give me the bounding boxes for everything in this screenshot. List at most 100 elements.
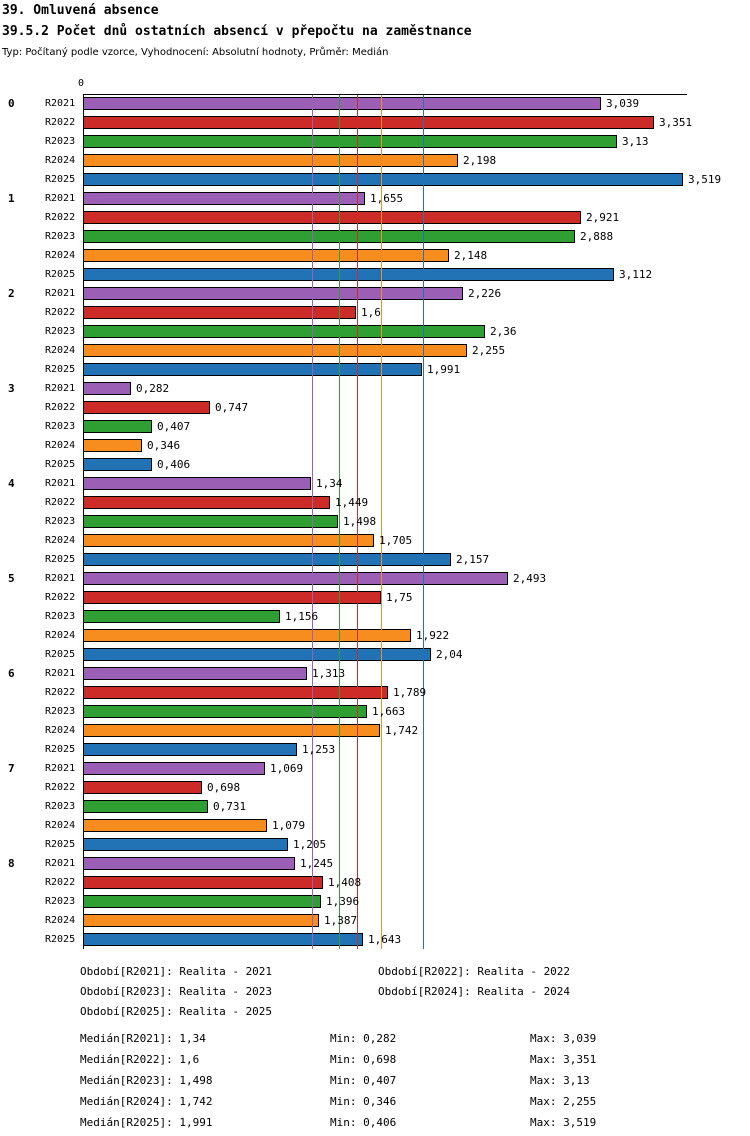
bar-track: 0,282 — [83, 379, 689, 398]
chart-row: R2025 2,04 — [8, 645, 698, 664]
chart-row: R2023 1,396 — [8, 892, 698, 911]
bar-track: 1,079 — [83, 816, 689, 835]
bar-track: 2,493 — [83, 569, 689, 588]
bar — [83, 534, 374, 547]
series-label: R2024 — [45, 345, 76, 356]
series-label: R2025 — [45, 744, 76, 755]
axis-zero-label: 0 — [78, 78, 85, 89]
chart-row: R2022 1,408 — [8, 873, 698, 892]
bar-value-label: 1,742 — [385, 724, 419, 737]
series-label: R2022 — [45, 117, 76, 128]
bar-value-label: 1,789 — [393, 686, 427, 699]
group-label: 3 — [8, 382, 15, 395]
bar-track: 1,75 — [83, 588, 689, 607]
chart-row: 8 R2021 1,245 — [8, 854, 698, 873]
bar — [83, 268, 614, 281]
chart-row: R2024 2,198 — [8, 151, 698, 170]
legend-grid: Období[R2021]: Realita - 2021 Období[R202… — [80, 965, 750, 1018]
bar-value-label: 2,04 — [436, 648, 463, 661]
series-label: R2025 — [45, 364, 76, 375]
bar — [83, 439, 142, 452]
bar — [83, 819, 267, 832]
bar-track: 0,731 — [83, 797, 689, 816]
bar-track: 1,156 — [83, 607, 689, 626]
stat-min: Min: 0,698 — [330, 1053, 397, 1066]
bar — [83, 553, 451, 566]
series-label: R2022 — [45, 402, 76, 413]
stat-median: Medián[R2022]: 1,6 — [80, 1053, 200, 1066]
bar-value-label: 1,253 — [302, 743, 336, 756]
bar-value-label: 3,351 — [659, 116, 693, 129]
chart-row: R2022 3,351 — [8, 113, 698, 132]
series-label: R2023 — [45, 421, 76, 432]
bar — [83, 306, 356, 319]
bar-value-label: 0,407 — [157, 420, 191, 433]
bar-value-label: 0,731 — [213, 800, 247, 813]
bar — [83, 192, 365, 205]
chart-row: R2024 1,742 — [8, 721, 698, 740]
chart-row: R2023 1,498 — [8, 512, 698, 531]
bar — [83, 230, 575, 243]
bar-value-label: 1,922 — [416, 629, 450, 642]
series-label: R2024 — [45, 630, 76, 641]
bar — [83, 363, 422, 376]
legend-entry: Období[R2025]: Realita - 2025 — [80, 1005, 273, 1018]
chart-row: R2024 0,346 — [8, 436, 698, 455]
bar-value-label: 0,406 — [157, 458, 191, 471]
stat-min: Min: 0,282 — [330, 1032, 397, 1045]
bar-track: 2,921 — [83, 208, 689, 227]
bar-track: 1,663 — [83, 702, 689, 721]
chart-row: 6 R2021 1,313 — [8, 664, 698, 683]
chart-row: R2025 0,406 — [8, 455, 698, 474]
bar-value-label: 1,313 — [312, 667, 346, 680]
series-label: R2022 — [45, 307, 76, 318]
series-label: R2021 — [45, 668, 76, 679]
bar-value-label: 2,888 — [580, 230, 614, 243]
bar-track: 1,705 — [83, 531, 689, 550]
bar-value-label: 3,519 — [688, 173, 722, 186]
chart-footer: Období[R2021]: Realita - 2021 Období[R202… — [80, 965, 750, 1129]
chart-row: R2025 3,519 — [8, 170, 721, 189]
series-label: R2024 — [45, 725, 76, 736]
chart-row: R2022 2,921 — [8, 208, 698, 227]
bar — [83, 325, 485, 338]
stat-max: Max: 3,351 — [530, 1053, 597, 1066]
bar — [83, 838, 288, 851]
series-label: R2021 — [45, 858, 76, 869]
bar — [83, 724, 380, 737]
bar-track: 0,406 — [83, 455, 689, 474]
bar — [83, 610, 280, 623]
bar-value-label: 1,205 — [293, 838, 327, 851]
series-label: R2024 — [45, 155, 76, 166]
chart-row: R2023 1,663 — [8, 702, 698, 721]
group-label: 4 — [8, 477, 15, 490]
bar-track: 0,346 — [83, 436, 689, 455]
group-label: 0 — [8, 97, 15, 110]
chart-row: R2024 1,922 — [8, 626, 698, 645]
bar-track: 1,449 — [83, 493, 689, 512]
bar-track: 2,148 — [83, 246, 689, 265]
series-label: R2021 — [45, 98, 76, 109]
bar-track: 3,351 — [83, 113, 693, 132]
chart-row: R2025 1,253 — [8, 740, 698, 759]
bar-value-label: 2,157 — [456, 553, 490, 566]
bar-value-label: 1,655 — [370, 192, 404, 205]
bar-value-label: 2,198 — [463, 154, 497, 167]
bar-track: 2,157 — [83, 550, 689, 569]
bar — [83, 496, 330, 509]
bar — [83, 173, 683, 186]
bar-track: 1,387 — [83, 911, 689, 930]
bar — [83, 667, 307, 680]
bar — [83, 344, 467, 357]
group-label: 7 — [8, 762, 15, 775]
series-label: R2024 — [45, 250, 76, 261]
bar-value-label: 0,698 — [207, 781, 241, 794]
chart-row: 7 R2021 1,069 — [8, 759, 698, 778]
bar-track: 1,789 — [83, 683, 689, 702]
bar — [83, 743, 297, 756]
chart-row: R2022 1,789 — [8, 683, 698, 702]
chart-row: R2024 2,255 — [8, 341, 698, 360]
chart-row: R2024 1,387 — [8, 911, 698, 930]
bar — [83, 857, 295, 870]
series-label: R2022 — [45, 877, 76, 888]
